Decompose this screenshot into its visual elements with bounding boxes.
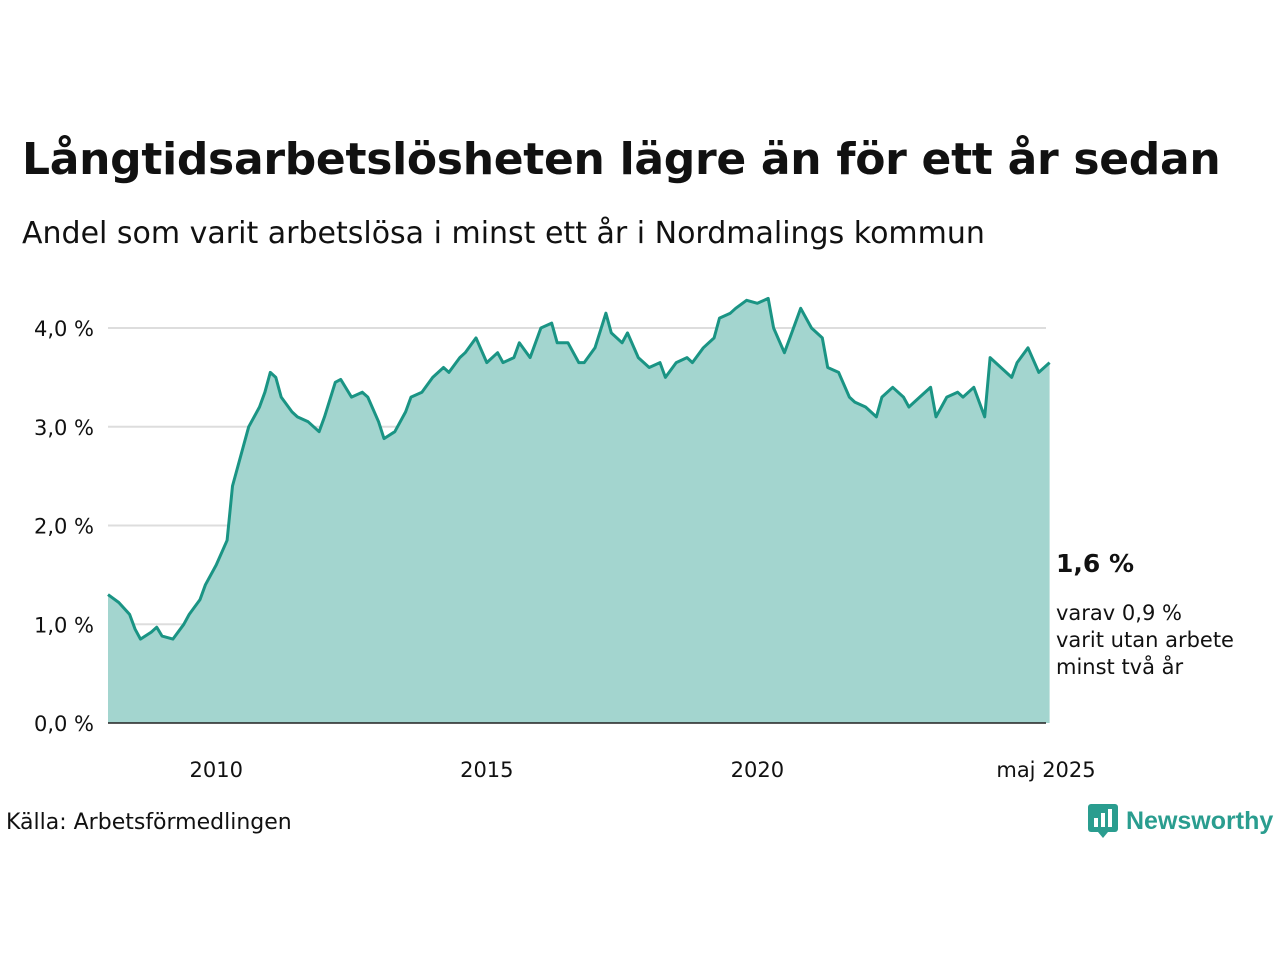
brand-logo: Newsworthy: [1088, 804, 1273, 838]
source-note: Källa: Arbetsförmedlingen: [6, 810, 292, 835]
y-tick-label: 4,0 %: [34, 317, 94, 341]
end-label-sub: varit utan arbete: [1056, 628, 1234, 652]
brand-name: Newsworthy: [1126, 806, 1274, 835]
x-tick-label: 2010: [190, 758, 243, 782]
x-tick-label: 2020: [731, 758, 784, 782]
page-title: Långtidsarbetslösheten lägre än för ett …: [22, 134, 1221, 185]
axis-layer: 0,0 % 1,0 % 2,0 % 3,0 % 4,0 % 2010 2015 2020 maj…: [34, 317, 1096, 782]
y-tick-label: 1,0 %: [34, 613, 94, 637]
newsworthy-logo-icon: [1088, 804, 1118, 838]
area-layer: [107, 296, 1051, 723]
chart-subtitle: Andel som varit arbetslösa i minst ett å…: [22, 216, 985, 251]
y-tick-label: 0,0 %: [34, 712, 94, 736]
series-1-area: [108, 298, 1050, 723]
y-tick-label: 2,0 %: [34, 515, 94, 539]
series-1-line: [107, 296, 1051, 641]
end-label-sub: minst två år: [1056, 654, 1184, 679]
y-tick-label: 3,0 %: [34, 416, 94, 440]
x-tick-label: maj 2025: [996, 758, 1095, 782]
end-label-main: 1,6 %: [1056, 549, 1134, 578]
end-label-sub: varav 0,9 %: [1056, 601, 1182, 625]
x-tick-label: 2015: [460, 758, 513, 782]
